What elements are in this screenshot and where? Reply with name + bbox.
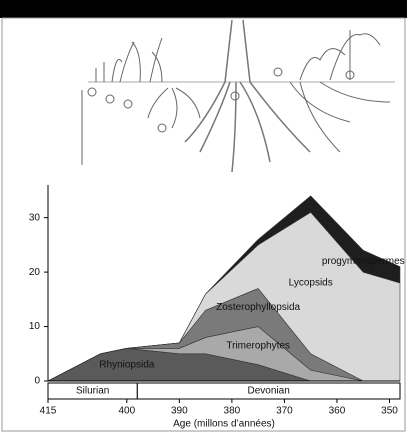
roots-large [290,82,390,152]
y-tick-label: 10 [29,321,41,332]
top-bar [0,0,407,18]
marker [231,92,239,100]
marker [124,100,132,108]
tree-roots [185,20,310,172]
y-tick-label: 0 [34,376,40,387]
period-label: Silurian [76,386,109,397]
period-label: Devonian [248,386,290,397]
figure: 0 10 20 30 Rhyniopsida Trimerophytes Zosteroph… [0,0,407,432]
x-tick-label: 360 [329,406,346,417]
page: {"chart_data": { "type": "stacked-area",… [0,0,407,432]
x-tick-label: 370 [276,406,293,417]
marker [88,88,96,96]
illustration [82,20,395,172]
marker [274,68,282,76]
early-plants [96,38,162,82]
shrubs [300,30,380,80]
x-tick-label: 380 [224,406,241,417]
x-tick-label: 400 [118,406,135,417]
x-tick-label: 390 [171,406,188,417]
series-label: Lycopsids [289,278,333,289]
series-label: Zosterophyllopsida [216,302,300,313]
roots-small [148,88,200,128]
marker [106,95,114,103]
y-tick-label: 30 [29,212,41,223]
x-tick-label: 350 [381,406,398,417]
series-label: Rhyniopsida [99,359,154,370]
series-label: Trimerophytes [226,340,290,351]
x-axis-label: Age (millons d’années) [173,419,275,430]
series-label: progymnospermes [322,256,405,267]
marker [158,124,166,132]
y-tick-label: 20 [29,267,41,278]
x-tick-label: 415 [40,406,57,417]
